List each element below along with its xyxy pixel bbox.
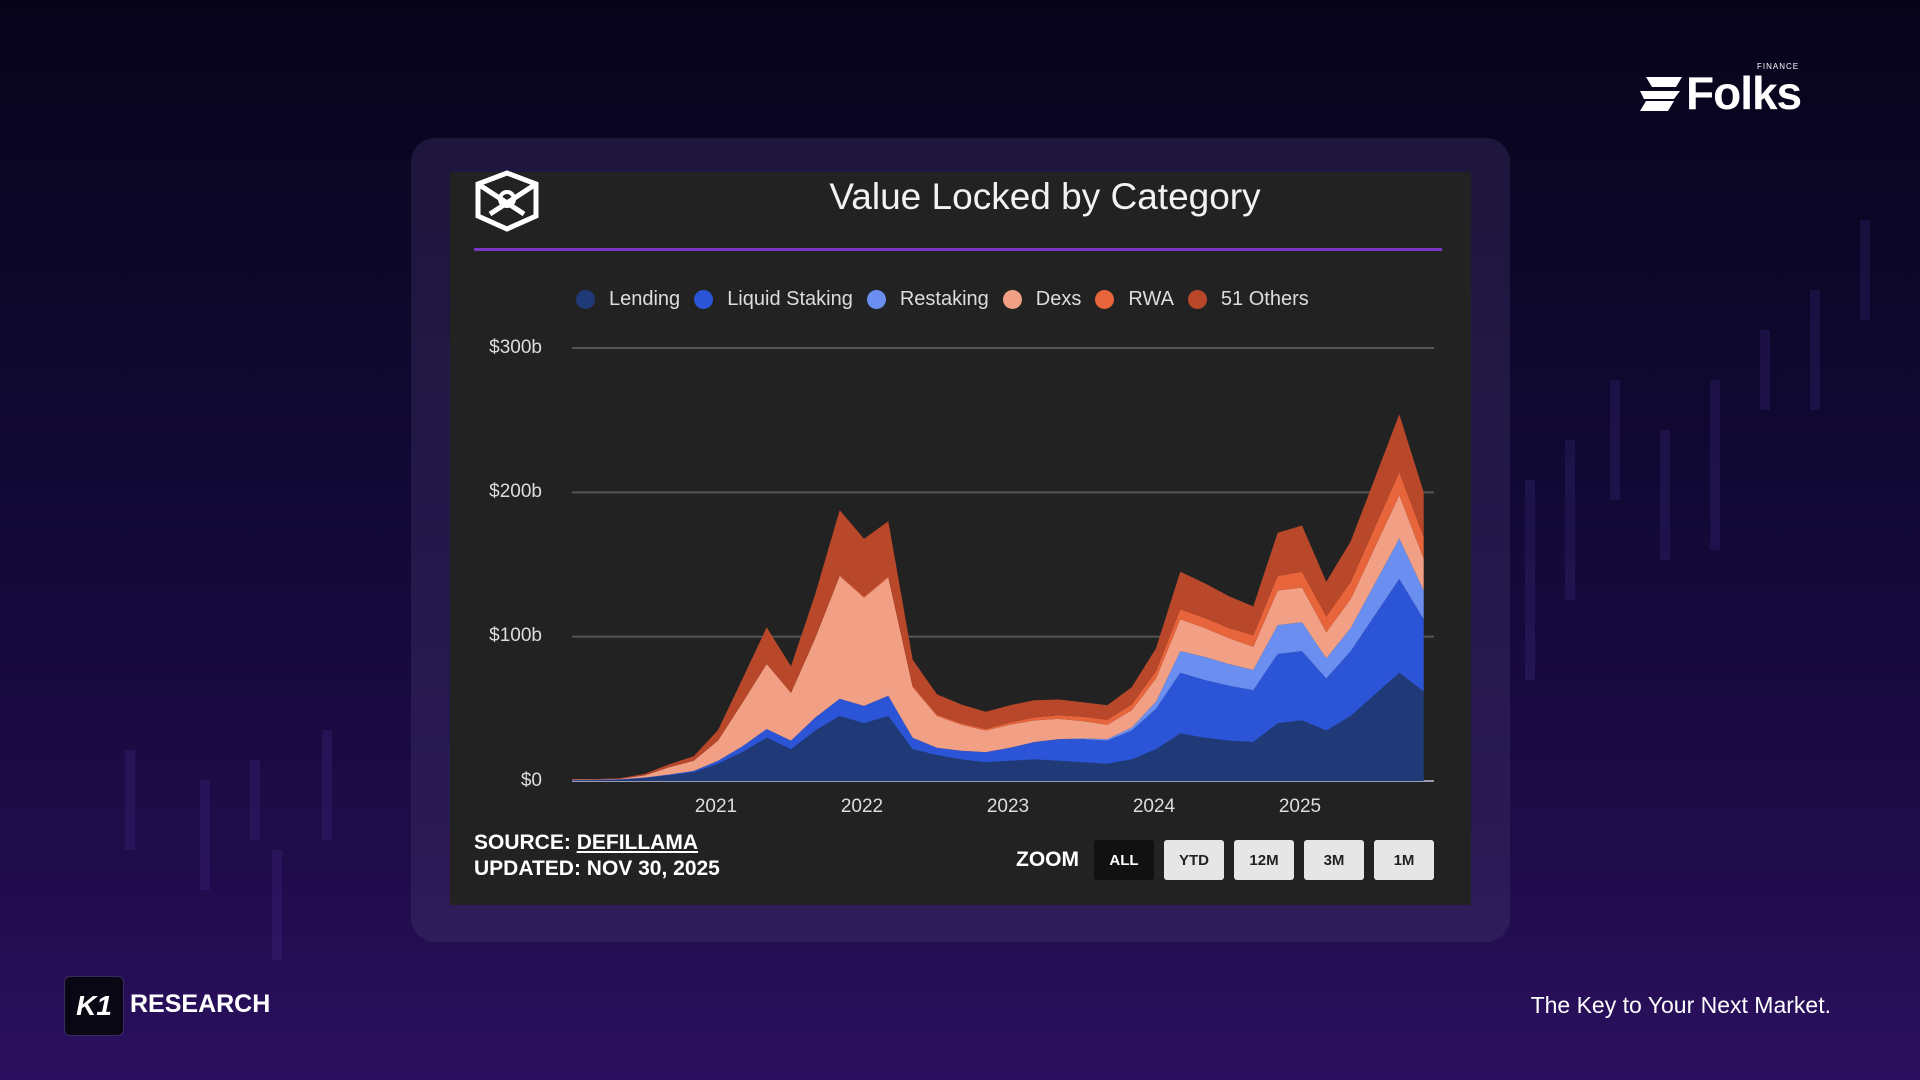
legend-dot-icon bbox=[1187, 290, 1207, 309]
decorative-candle bbox=[1610, 380, 1620, 500]
legend-dot-icon bbox=[576, 290, 595, 309]
source-link[interactable]: DEFILLAMA bbox=[576, 831, 699, 854]
decorative-candle bbox=[1660, 430, 1670, 560]
decorative-candle bbox=[272, 850, 282, 960]
area-series-liquid-staking bbox=[572, 578, 1424, 781]
folks-wordmark: Folks FINANCE bbox=[1686, 62, 1802, 119]
decorative-candle bbox=[1810, 290, 1820, 410]
legend-label: Lending bbox=[609, 288, 681, 310]
y-tick-label: $0 bbox=[520, 770, 542, 791]
decorative-candle bbox=[1565, 440, 1575, 600]
legend-dot-icon bbox=[866, 290, 886, 309]
x-tick-label: 2022 bbox=[840, 796, 884, 817]
decorative-candle bbox=[250, 760, 260, 840]
zoom-12m-button[interactable]: 12M bbox=[1234, 840, 1294, 880]
y-tick-label: $300b bbox=[489, 337, 542, 358]
y-tick-label: $200b bbox=[489, 481, 542, 502]
research-label: RESEARCH bbox=[130, 990, 271, 1018]
chart-legend: Lending Liquid Staking Restaking Dexs RWA 51 … bbox=[576, 288, 1323, 311]
folks-logo-icon bbox=[1640, 77, 1682, 111]
legend-dot-icon bbox=[1002, 290, 1022, 309]
x-tick-label: 2025 bbox=[1278, 796, 1322, 817]
x-tick-label: 2024 bbox=[1132, 796, 1176, 817]
legend-label: Restaking bbox=[899, 288, 989, 310]
legend-item[interactable]: Dexs bbox=[1002, 288, 1082, 311]
legend-label: Dexs bbox=[1035, 288, 1082, 310]
k1-logo: K1 bbox=[64, 976, 124, 1036]
zoom-all-button[interactable]: ALL bbox=[1094, 840, 1154, 880]
zoom-label: ZOOM bbox=[1016, 848, 1079, 871]
area-series-lending bbox=[572, 672, 1424, 781]
defillama-logo-icon bbox=[475, 170, 539, 232]
title-divider bbox=[474, 248, 1442, 251]
legend-label: RWA bbox=[1128, 288, 1174, 310]
updated-date: UPDATED: NOV 30, 2025 bbox=[474, 857, 720, 880]
legend-item[interactable]: Restaking bbox=[866, 288, 989, 311]
zoom-3m-button[interactable]: 3M bbox=[1304, 840, 1364, 880]
zoom-ytd-button[interactable]: YTD bbox=[1164, 840, 1224, 880]
decorative-candle bbox=[1525, 480, 1535, 680]
legend-item[interactable]: RWA bbox=[1095, 288, 1174, 311]
x-tick-label: 2023 bbox=[986, 796, 1030, 817]
x-tick-label: 2021 bbox=[694, 796, 738, 817]
legend-item[interactable]: 51 Others bbox=[1187, 288, 1309, 311]
tagline: The Key to Your Next Market. bbox=[1530, 992, 1831, 1018]
legend-label: Liquid Staking bbox=[727, 288, 853, 310]
legend-dot-icon bbox=[694, 290, 714, 309]
legend-label: 51 Others bbox=[1220, 288, 1309, 310]
area-series-dexs bbox=[572, 495, 1424, 780]
source-info: SOURCE: DEFILLAMA UPDATED: NOV 30, 2025 bbox=[474, 830, 720, 882]
zoom-1m-button[interactable]: 1M bbox=[1374, 840, 1434, 880]
source-prefix: SOURCE: bbox=[474, 831, 577, 854]
decorative-candle bbox=[322, 730, 332, 840]
folks-finance-logo: Folks FINANCE bbox=[1636, 62, 1802, 120]
legend-dot-icon bbox=[1095, 290, 1115, 309]
decorative-candle bbox=[200, 780, 210, 890]
legend-item[interactable]: Liquid Staking bbox=[694, 288, 853, 311]
decorative-candle bbox=[1860, 220, 1870, 320]
decorative-candle bbox=[1710, 380, 1720, 550]
y-tick-label: $100b bbox=[489, 625, 542, 646]
chart-title: Value Locked by Category bbox=[829, 176, 1261, 217]
k1-mark: K1 bbox=[76, 990, 112, 1021]
legend-item[interactable]: Lending bbox=[576, 288, 680, 311]
decorative-candle bbox=[1760, 330, 1770, 410]
decorative-candle bbox=[125, 750, 135, 850]
